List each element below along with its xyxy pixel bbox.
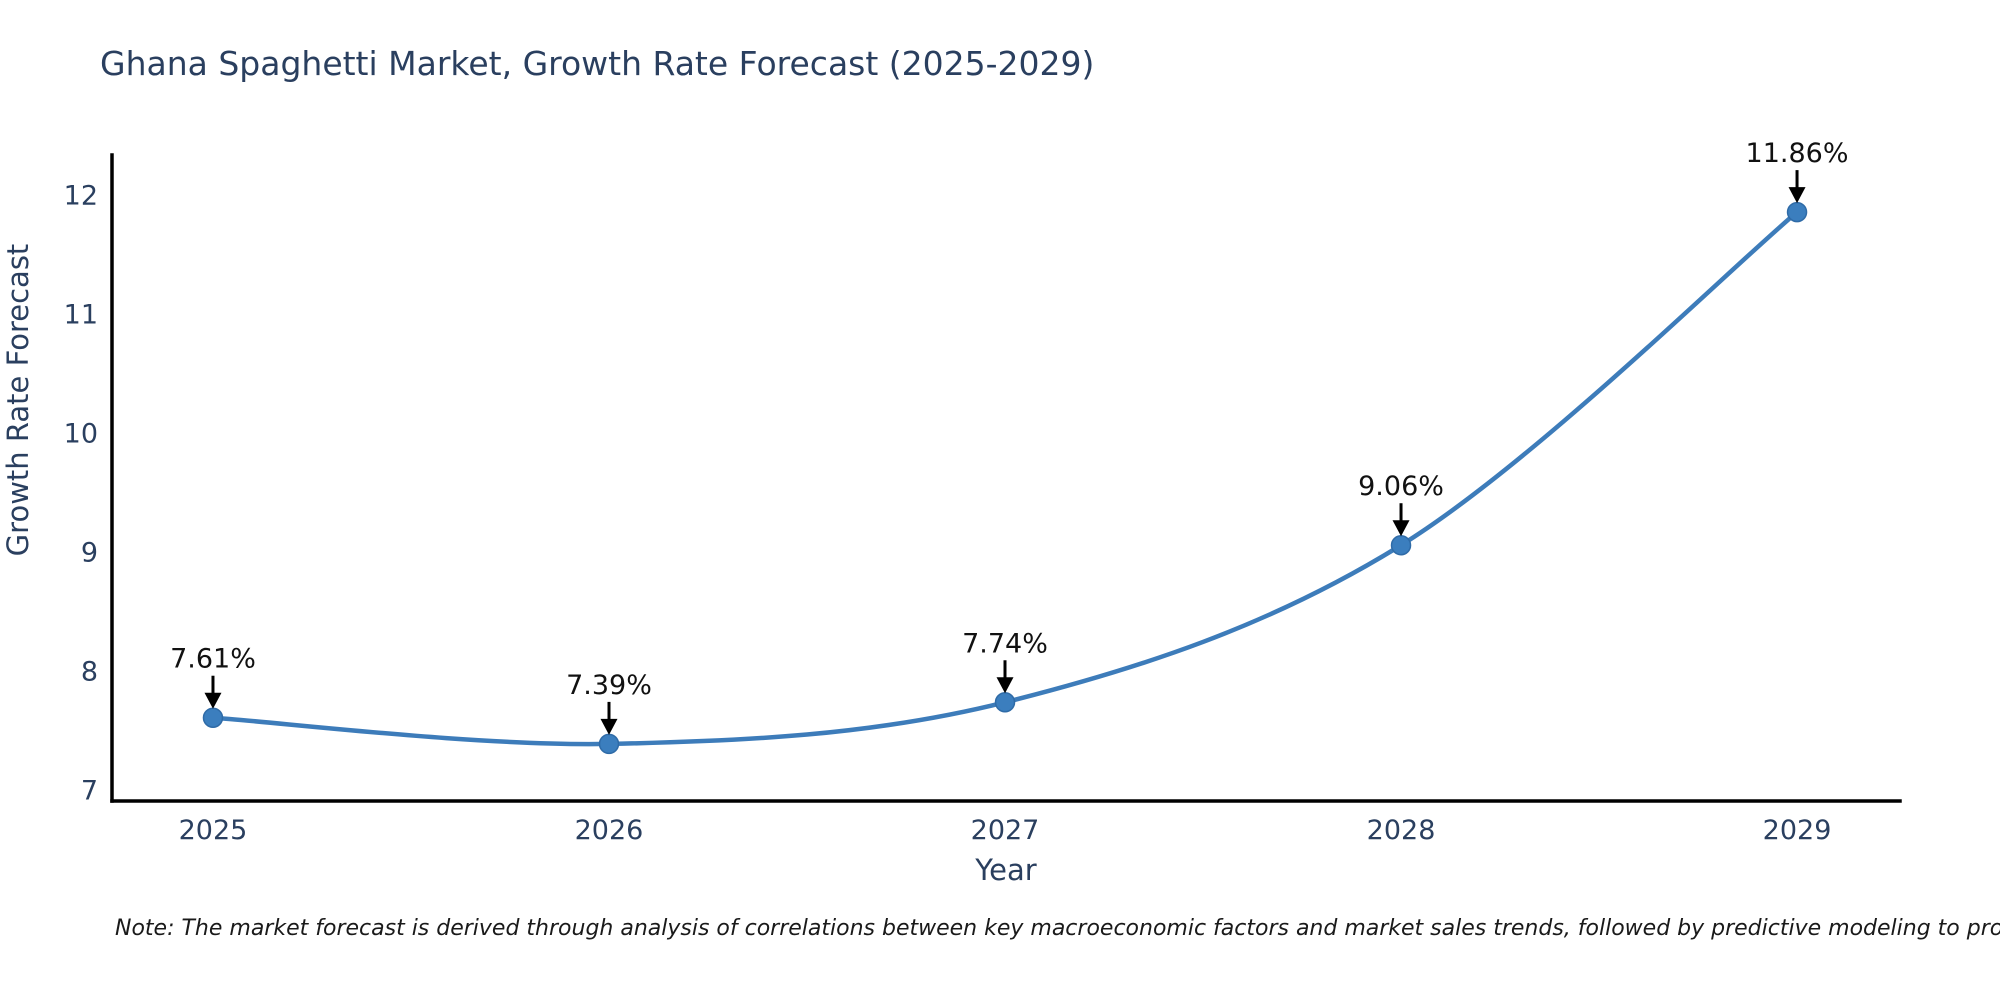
data-point-marker (1786, 201, 1808, 223)
annotation-arrow-head (1788, 187, 1806, 204)
annotation-arrow-head (204, 692, 222, 709)
annotation-value-label: 7.74% (962, 628, 1048, 659)
annotation-value-label: 9.06% (1358, 471, 1444, 502)
y-tick-label: 9 (81, 537, 98, 568)
annotation-arrow-head (600, 718, 618, 735)
x-tick-label: 2029 (1763, 815, 1832, 846)
y-tick-label: 8 (81, 656, 98, 687)
y-tick-label: 12 (64, 180, 98, 211)
annotation-arrow-head (996, 677, 1014, 694)
annotation-arrow-head (1392, 520, 1410, 537)
x-tick-label: 2025 (179, 815, 248, 846)
y-tick-label: 11 (64, 299, 98, 330)
chart-title: Ghana Spaghetti Market, Growth Rate Fore… (100, 44, 1095, 83)
annotation-value-label: 7.61% (170, 644, 256, 675)
y-tick-label: 10 (64, 418, 98, 449)
data-point-marker (598, 733, 620, 755)
footnote-text: Note: The market forecast is derived thr… (115, 916, 2000, 941)
y-tick-label: 7 (81, 775, 98, 806)
x-axis-title: Year (974, 853, 1036, 887)
y-axis-title: Growth Rate Forecast (1, 244, 35, 557)
x-tick-label: 2026 (575, 815, 644, 846)
data-point-marker (202, 707, 224, 728)
annotation-value-label: 11.86% (1746, 138, 1849, 169)
annotation-value-label: 7.39% (566, 670, 652, 701)
data-point-marker (994, 692, 1016, 713)
data-point-marker (1390, 534, 1412, 556)
x-tick-label: 2027 (971, 815, 1040, 846)
x-tick-label: 2028 (1367, 815, 1436, 846)
